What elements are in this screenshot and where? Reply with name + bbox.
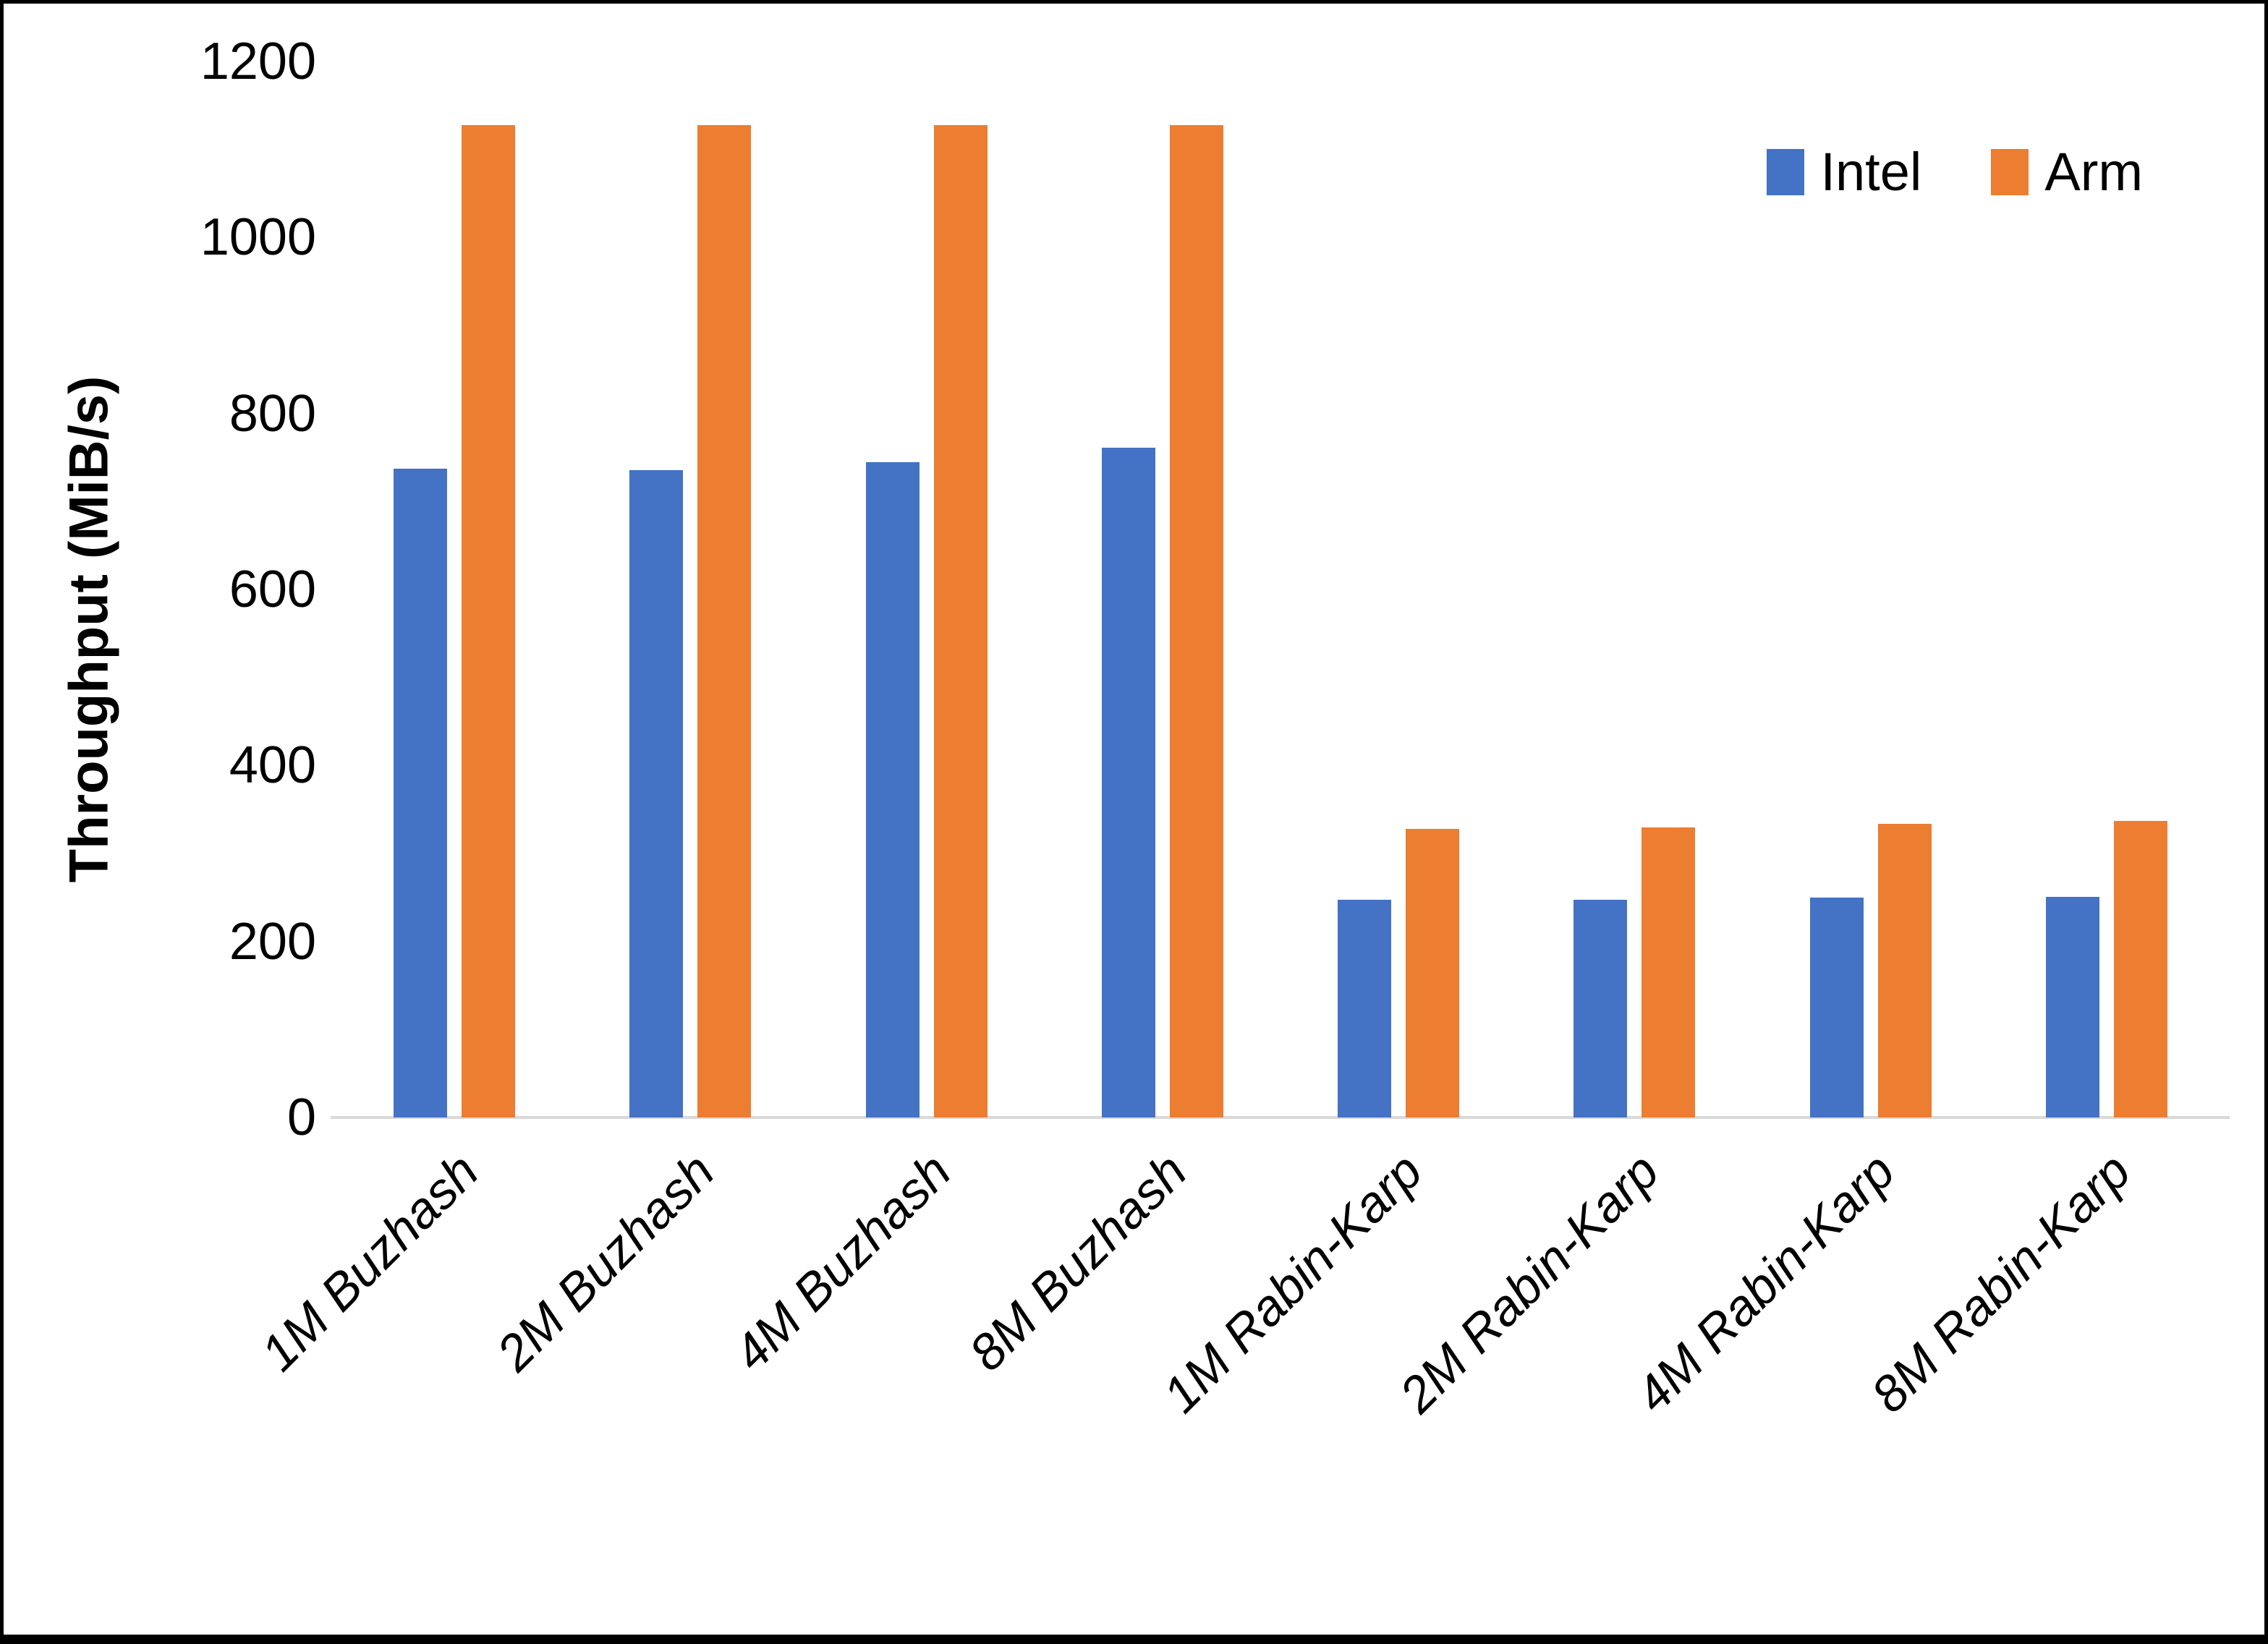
bar-intel-4m-buzhash xyxy=(865,461,919,1117)
bar-arm-4m-rabin-karp xyxy=(1877,823,1932,1117)
legend-label-intel: Intel xyxy=(1820,142,1922,202)
legend-label-arm: Arm xyxy=(2044,142,2143,202)
bar-arm-2m-buzhash xyxy=(697,124,752,1117)
category-slot-8m-rabin-karp xyxy=(1989,61,2225,1117)
legend-item-arm: Arm xyxy=(1991,145,2143,199)
x-label-1m-buzhash: 1M Buzhash xyxy=(250,1142,489,1382)
category-slot-4m-buzhash xyxy=(809,61,1045,1117)
category-slot-1m-buzhash xyxy=(336,61,572,1117)
y-tick-0: 0 xyxy=(286,1089,316,1146)
y-tick-400: 400 xyxy=(229,736,316,795)
y-tick-600: 600 xyxy=(229,561,316,618)
category-slot-2m-buzhash xyxy=(572,61,808,1117)
bar-arm-8m-buzhash xyxy=(1169,124,1223,1117)
bar-intel-8m-rabin-karp xyxy=(2045,896,2099,1117)
x-label-8m-buzhash: 8M Buzhash xyxy=(958,1142,1197,1382)
bar-arm-4m-buzhash xyxy=(933,124,988,1117)
category-slot-2m-rabin-karp xyxy=(1516,61,1752,1117)
category-slot-8m-buzhash xyxy=(1045,61,1280,1117)
legend-swatch-arm xyxy=(1991,149,2029,195)
bar-intel-8m-buzhash xyxy=(1101,448,1155,1117)
y-axis-title: Throughput (MiB/s) xyxy=(58,375,120,883)
bar-intel-1m-buzhash xyxy=(394,469,448,1117)
y-tick-200: 200 xyxy=(229,912,316,971)
x-axis-line xyxy=(331,1116,2230,1119)
x-axis-category-labels: 1M Buzhash 2M Buzhash 4M Buzhash 8M Buzhash… xyxy=(250,1129,2225,1563)
bar-arm-8m-rabin-karp xyxy=(2113,820,2167,1117)
bar-intel-2m-buzhash xyxy=(629,469,684,1117)
bar-intel-4m-rabin-karp xyxy=(1809,897,1864,1117)
plot-area xyxy=(336,61,2225,1117)
legend: Intel Arm xyxy=(1767,145,2143,199)
bar-arm-1m-rabin-karp xyxy=(1406,828,1460,1117)
x-label-4m-buzhash: 4M Buzhash xyxy=(722,1142,961,1382)
category-slot-4m-rabin-karp xyxy=(1753,61,1989,1117)
y-tick-1000: 1000 xyxy=(200,208,316,267)
y-tick-1200: 1200 xyxy=(200,33,316,90)
x-label-2m-buzhash: 2M Buzhash xyxy=(485,1142,726,1382)
y-tick-800: 800 xyxy=(229,384,316,443)
bar-intel-2m-rabin-karp xyxy=(1573,900,1628,1117)
bar-intel-1m-rabin-karp xyxy=(1338,900,1392,1117)
bar-arm-2m-rabin-karp xyxy=(1641,827,1696,1117)
legend-item-intel: Intel xyxy=(1767,145,1921,199)
legend-swatch-intel xyxy=(1767,149,1805,195)
category-slot-1m-rabin-karp xyxy=(1280,61,1516,1117)
bar-arm-1m-buzhash xyxy=(462,124,516,1117)
